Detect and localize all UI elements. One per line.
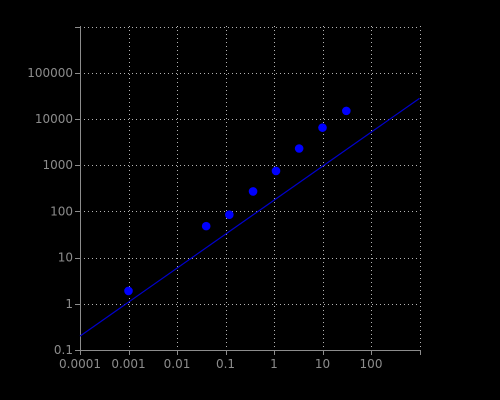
data-point — [225, 210, 234, 219]
data-point — [124, 286, 133, 296]
tick-labels: 0.0001 0.001 0.01 0.1 1 10 100 0.1 1 10 100 1000 100… — [27, 66, 382, 371]
y-tick-label: 1 — [65, 297, 73, 311]
x-tick-label: 0.001 — [111, 357, 145, 371]
y-tick-label: 10000 — [35, 112, 73, 126]
x-tick-label: 10 — [315, 357, 330, 371]
y-tick-label: 0.1 — [54, 343, 73, 357]
y-tick-label: 100 — [50, 204, 73, 218]
data-point — [201, 221, 211, 231]
axes — [75, 26, 421, 355]
x-tick-label: 100 — [360, 357, 383, 371]
data-point — [294, 144, 304, 153]
data-point — [248, 187, 258, 196]
x-tick-label: 0.1 — [216, 357, 235, 371]
x-tick-label: 0.0001 — [59, 357, 101, 371]
x-tick-label: 0.01 — [164, 357, 191, 371]
y-tick-label: 10 — [58, 251, 73, 265]
data-point — [342, 106, 351, 116]
y-tick-label: 1000 — [42, 158, 73, 172]
data-point — [318, 123, 327, 132]
data-point — [271, 166, 281, 176]
fit-line — [79, 97, 420, 337]
grid — [80, 26, 421, 350]
y-tick-label: 100000 — [27, 66, 73, 80]
x-tick-label: 1 — [270, 357, 278, 371]
data-series — [79, 97, 420, 337]
